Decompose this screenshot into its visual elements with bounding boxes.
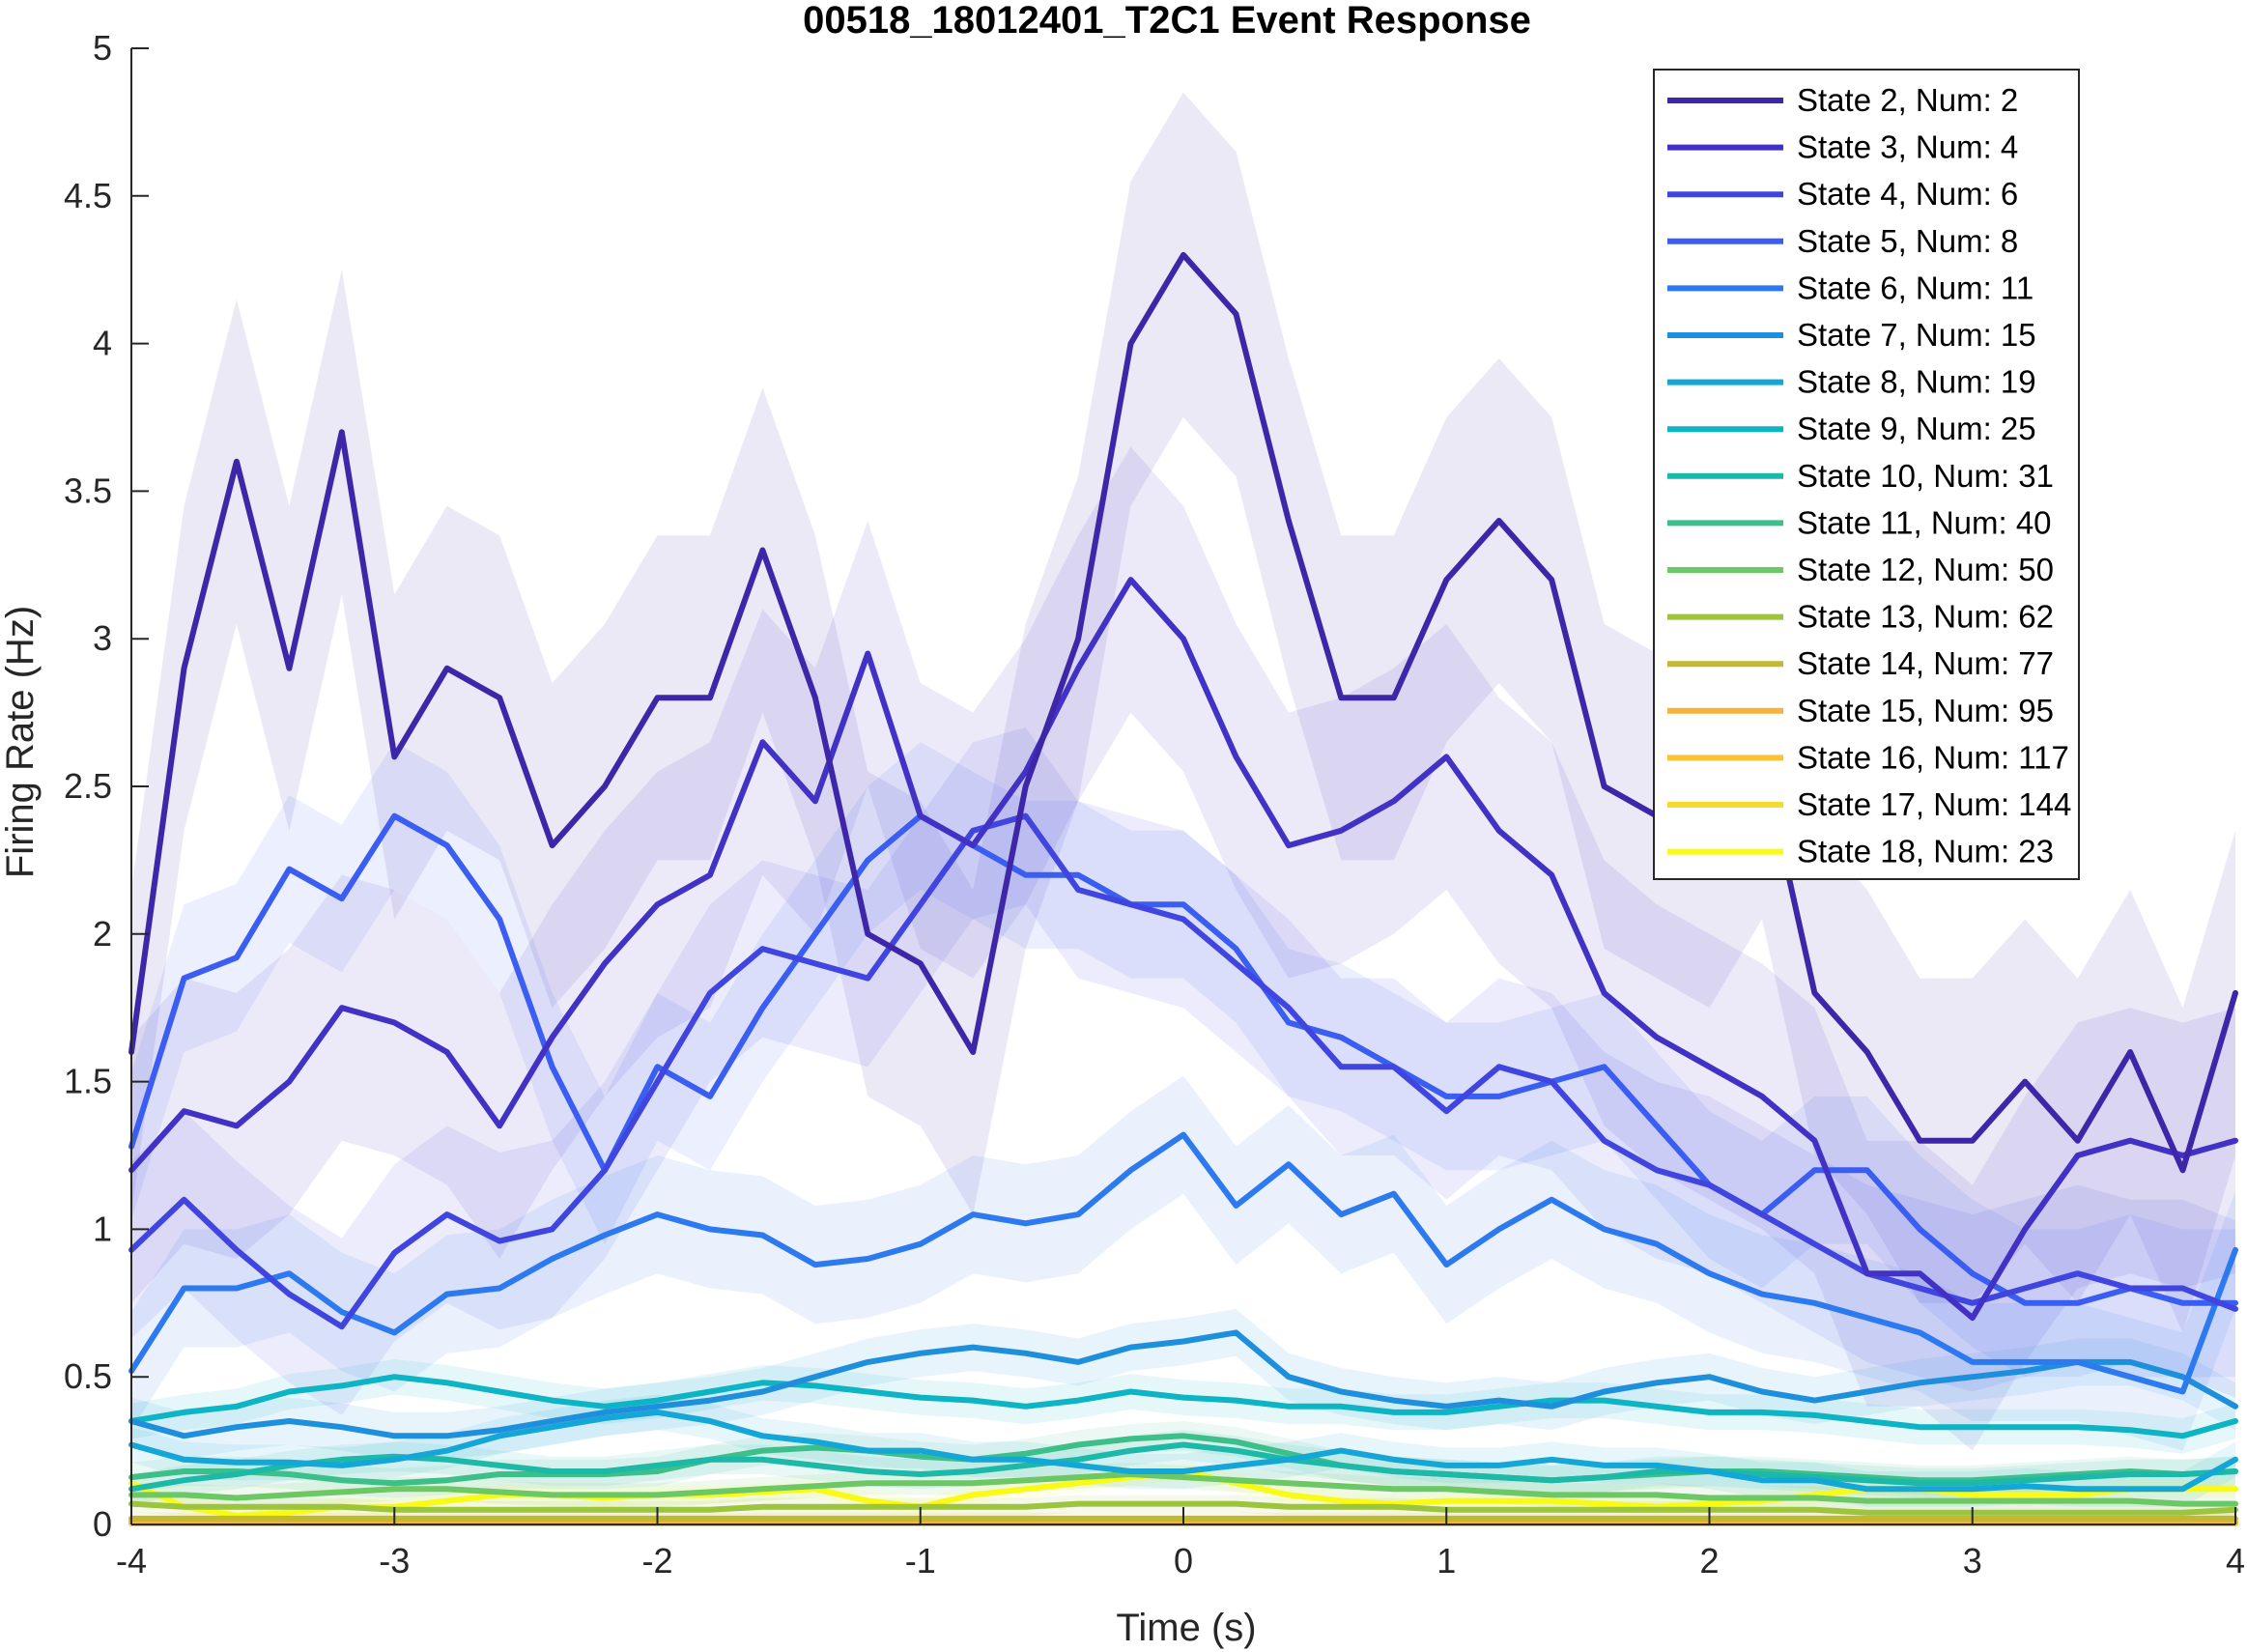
y-tick-label: 4.5 [64,176,112,215]
error-band-3 [131,726,2235,1415]
legend-entry: State 5, Num: 8 [1797,223,2018,259]
y-tick-label: 0.5 [64,1356,112,1396]
legend-entry: State 11, Num: 40 [1797,504,2052,540]
legend-entry: State 9, Num: 25 [1797,411,2036,446]
error-band-2 [131,446,2235,1451]
axes [130,47,2236,1525]
y-tick-label: 2.5 [64,766,112,806]
y-tick-label: 0 [93,1504,112,1544]
error-band-9 [131,1430,2235,1504]
legend-entry: State 10, Num: 31 [1797,458,2054,494]
x-tick-label: 0 [1174,1541,1193,1581]
y-tick-labels: 0 0.5 1 1.5 2 2.5 3 3.5 4 4.5 5 [64,28,112,1544]
x-tick-label: 2 [1699,1541,1719,1581]
x-tick-label: -2 [641,1541,672,1581]
series-line-2 [128,577,2238,1322]
series-line-12 [128,1500,2238,1516]
series-line-6 [128,1329,2238,1439]
series-line-8 [128,1374,2238,1439]
series-line-1 [128,251,2238,1174]
y-tick-label: 3 [93,618,112,658]
x-tick-label: 3 [1963,1541,1982,1581]
x-tick-label: -1 [905,1541,936,1581]
legend-entry: State 8, Num: 19 [1797,364,2036,400]
series-lines [128,251,2238,1527]
legend-entry: State 14, Num: 77 [1797,645,2054,681]
series-line-3 [128,812,2238,1330]
error-band-8 [131,1358,2235,1454]
error-band-4 [131,742,2235,1378]
x-tick-label: 1 [1436,1541,1456,1581]
series-line-9 [128,1441,2238,1493]
y-tick-label: 3.5 [64,470,112,510]
error-band-6 [131,1308,2235,1460]
x-tick-labels: -4 -3 -2 -1 0 1 2 3 4 [116,1541,2245,1581]
x-axis-label: Time (s) [1116,1607,1256,1649]
y-tick-label: 2 [93,914,112,954]
y-axis-label: Firing Rate (Hz) [0,606,42,878]
y-tick-label: 5 [93,28,112,68]
legend-entry: State 6, Num: 11 [1797,270,2034,305]
legend-entry: State 12, Num: 50 [1797,552,2054,587]
y-tick-label: 4 [93,324,112,363]
series-line-4 [128,812,2238,1306]
x-tick-label: -4 [116,1541,147,1581]
series-line-10 [128,1433,2238,1487]
series-line-7 [128,1409,2238,1493]
legend-entry: State 15, Num: 95 [1797,693,2054,728]
series-line-5 [128,1131,2238,1395]
legend-entry: State 4, Num: 6 [1797,176,2018,212]
legend-entry: State 3, Num: 4 [1797,129,2018,165]
y-tick-label: 1 [93,1209,112,1248]
legend-entry: State 18, Num: 23 [1797,834,2054,869]
chart-title: 00518_18012401_T2C1 Event Response [803,0,1531,42]
legend-entry: State 17, Num: 144 [1797,786,2071,822]
x-tick-label: 4 [2226,1541,2245,1581]
x-tick-label: -3 [379,1541,410,1581]
legend-entry: State 7, Num: 15 [1797,317,2036,353]
legend-entry: State 2, Num: 2 [1797,82,2018,118]
error-band-10 [131,1421,2235,1498]
legend-entry: State 13, Num: 62 [1797,599,2054,635]
error-band-7 [131,1394,2235,1507]
error-band-5 [131,1075,2235,1451]
error-band-1 [131,92,2235,1333]
y-tick-label: 1.5 [64,1062,112,1101]
series-line-11 [128,1471,2238,1507]
legend: State 2, Num: 2 State 3, Num: 4 State 4, N… [1653,69,2080,880]
legend-entry: State 16, Num: 117 [1797,739,2069,775]
